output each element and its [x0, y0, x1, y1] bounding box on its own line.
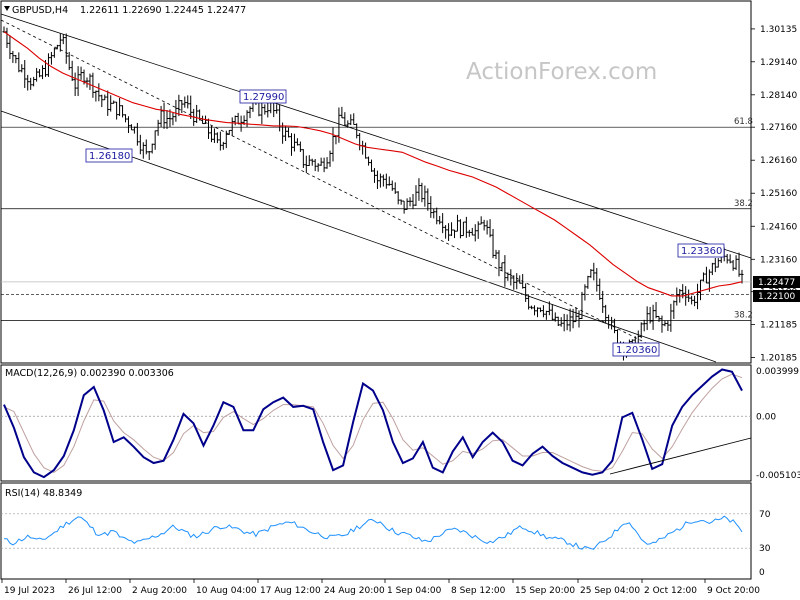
rsi-line [3, 515, 743, 550]
time-axis-label: 25 Sep 04:00 [580, 586, 640, 596]
price-annotation-label: 1.26180 [89, 151, 130, 162]
header: GBPUSD,H4 1.22611 1.22690 1.22445 1.2247… [4, 5, 246, 16]
price-tag-box [753, 276, 800, 288]
price-axis-label: 1.21185 [760, 321, 797, 331]
price-axis-label: 1.24160 [760, 222, 797, 232]
rsi-panel-frame [0, 482, 752, 580]
rsi-axis-label: 70 [759, 510, 771, 520]
time-axis-label: 1 Sep 04:00 [387, 586, 442, 596]
macd-axis-label: -0.005103 [756, 471, 800, 481]
channel-upper-line [0, 13, 752, 259]
watermark: ActionForex.com [466, 59, 657, 85]
price-axis-label: 1.27160 [760, 123, 797, 133]
time-axis-label: 15 Sep 20:00 [515, 586, 575, 596]
time-axis-label: 19 Jul 2023 [4, 586, 55, 596]
price-tag-box [753, 290, 800, 302]
time-axis-label: 17 Aug 12:00 [260, 586, 321, 596]
macd-axis-label: 0.00 [756, 412, 776, 422]
price-axis-label: 1.30135 [760, 25, 797, 35]
price-annotation-label: 1.20360 [616, 345, 657, 356]
axis-layer: 1.30135 1.29140 1.28140 1.27160 1.26160 1.251… [1, 25, 800, 596]
price-axis-label: 1.28140 [760, 91, 797, 101]
macd-title: MACD(12,26,9) 0.002390 0.003306 [5, 368, 174, 379]
price-axis-label: 1.29140 [760, 58, 797, 68]
macd-signal-line [3, 373, 743, 473]
price-tag-label: 1.22100 [758, 292, 795, 302]
time-axis-label: 2 Aug 20:00 [132, 586, 187, 596]
time-axis-label: 24 Aug 20:00 [324, 586, 385, 596]
ema-line [3, 31, 743, 297]
price-annotation-label: 1.27990 [243, 92, 284, 103]
price-annotation-box [85, 148, 133, 163]
channel-mid-line [0, 19, 661, 351]
rsi-title: RSI(14) 48.8349 [5, 488, 82, 499]
rsi-axis-label: 0 [759, 568, 765, 578]
macd-line [3, 368, 743, 479]
rsi-layer [1, 513, 751, 550]
price-axis-label: 1.20185 [760, 354, 797, 364]
time-axis-label: 10 Aug 04:00 [196, 586, 257, 596]
price-annotation-box [239, 89, 287, 104]
macd-layer [1, 368, 752, 479]
price-panel-frame [0, 0, 752, 364]
fib-level-label: 38.2 [734, 199, 753, 209]
time-axis-label: 26 Jul 12:00 [68, 586, 122, 596]
price-annotation-label: 1.23360 [681, 246, 722, 257]
header-ohlc: 1.22611 1.22690 1.22445 1.22477 [80, 5, 246, 16]
price-annotation-box [612, 342, 660, 357]
collapse-triangle-icon[interactable] [4, 6, 10, 11]
macd-panel-frame [0, 364, 752, 482]
price-axis-label: 1.25160 [760, 189, 797, 199]
price-annotation-box [677, 243, 725, 258]
macd-trendline [609, 437, 752, 475]
price-tag-label: 1.22477 [758, 278, 795, 288]
time-axis-label: 2 Oct 12:00 [644, 586, 697, 596]
price-axis-label: 1.26160 [760, 156, 797, 166]
fib-level-label: 38.2 [734, 310, 753, 320]
time-axis-label: 8 Sep 12:00 [451, 586, 506, 596]
price-layer: 61.8 38.2 38.2 1.27990 1.26180 1.23360 1.20360 [0, 13, 753, 363]
price-axis-label: 1.23160 [760, 255, 797, 265]
time-axis-label: 9 Oct 20:00 [707, 586, 760, 596]
header-symbol: GBPUSD,H4 [12, 5, 68, 16]
rsi-axis-label: 30 [759, 544, 771, 554]
fib-level-label: 61.8 [734, 117, 753, 127]
macd-axis-label: 0.003999 [756, 367, 799, 377]
